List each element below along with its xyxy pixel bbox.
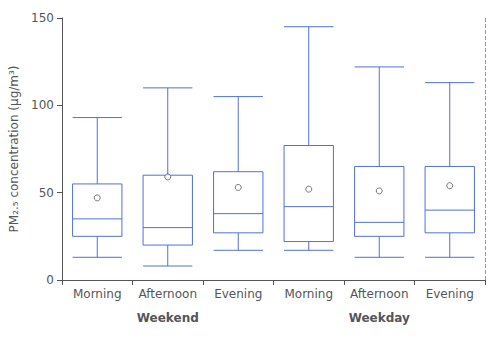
svg-text:Morning: Morning [73, 287, 122, 301]
svg-text:Afternoon: Afternoon [139, 287, 198, 301]
svg-text:50: 50 [39, 186, 54, 200]
svg-text:Weekday: Weekday [349, 311, 410, 325]
svg-text:150: 150 [31, 11, 54, 25]
svg-text:100: 100 [31, 98, 54, 112]
svg-text:Evening: Evening [214, 287, 262, 301]
svg-text:Afternoon: Afternoon [350, 287, 409, 301]
svg-text:Morning: Morning [284, 287, 333, 301]
svg-text:Evening: Evening [426, 287, 474, 301]
svg-text:PM₂.₅ concentration (μg/m³): PM₂.₅ concentration (μg/m³) [7, 66, 21, 233]
svg-text:0: 0 [46, 273, 54, 287]
svg-text:Weekend: Weekend [137, 311, 199, 325]
